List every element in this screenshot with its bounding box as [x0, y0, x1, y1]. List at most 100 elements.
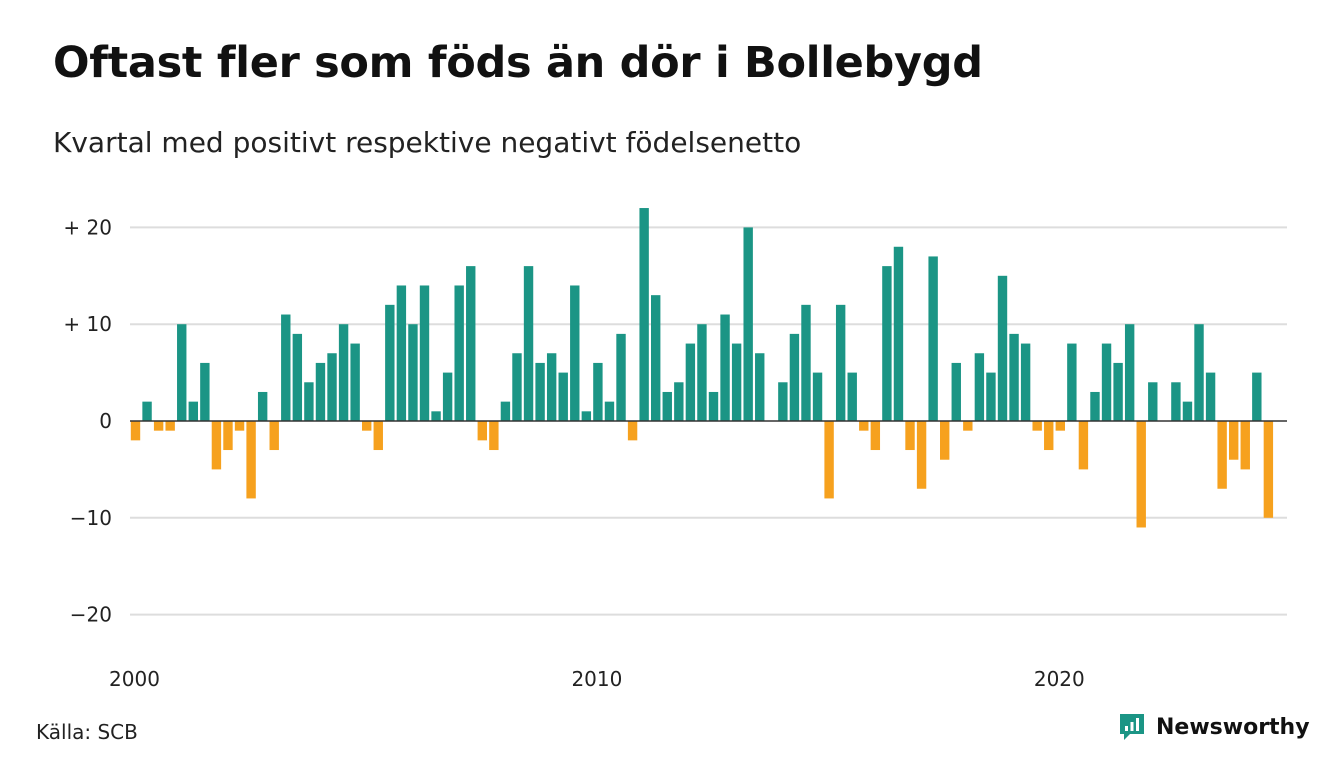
bar-2017-q2 — [928, 256, 938, 421]
bar-2009-q1 — [546, 353, 557, 421]
bar-2007-q3 — [477, 421, 487, 441]
chart-title: Oftast fler som föds än dör i Bollebygd — [53, 38, 983, 88]
bar-2002-q1 — [223, 421, 233, 451]
bar-2003-q4 — [304, 382, 314, 421]
bar-2002-q2 — [234, 421, 245, 431]
bar-2020-q2 — [1067, 343, 1077, 421]
y-tick-label: 0 — [99, 409, 112, 433]
bar-2024-q1 — [1240, 421, 1250, 470]
bar-2003-q1 — [269, 421, 279, 451]
chart-subtitle: Kvartal med positivt respektive negativt… — [53, 126, 802, 159]
bar-2003-q3 — [292, 333, 303, 421]
bar-2015-q1 — [824, 421, 834, 499]
bar-2024-q2 — [1252, 372, 1262, 421]
bar-2011-q1 — [639, 208, 649, 421]
bar-2011-q4 — [674, 382, 684, 421]
bar-2012-q4 — [720, 314, 730, 421]
bar-2014-q4 — [812, 372, 823, 421]
newsworthy-logo-icon — [1120, 714, 1144, 740]
bar-2013-q2 — [743, 227, 753, 421]
brand-logo[interactable]: Newsworthy — [1118, 712, 1310, 742]
bar-2002-q3 — [246, 421, 256, 499]
bar-2023-q4 — [1229, 421, 1239, 460]
y-tick-label: + 10 — [63, 312, 112, 336]
source-credit: Källa: SCB — [36, 720, 138, 744]
grid-lines — [130, 226, 1287, 616]
bar-chart: + 20 + 10 0 −10 −20 2000 2010 2020 — [63, 208, 1287, 691]
bar-2006-q4 — [442, 372, 453, 421]
bar-2021-q2 — [1113, 362, 1123, 421]
bar-2018-q4 — [997, 275, 1008, 421]
bar-2001-q2 — [188, 401, 198, 421]
bar-2004-q2 — [327, 353, 337, 421]
axes: + 20 + 10 0 −10 −20 2000 2010 2020 — [63, 215, 1287, 691]
bar-2012-q1 — [685, 343, 696, 421]
x-tick-label: 2010 — [571, 667, 622, 691]
bar-2013-q1 — [731, 343, 742, 421]
bar-2015-q4 — [859, 421, 869, 431]
bar-2016-q4 — [905, 421, 915, 451]
bar-2014-q3 — [801, 304, 811, 421]
x-tick-label: 2020 — [1034, 667, 1085, 691]
bar-2017-q3 — [940, 421, 950, 460]
bar-2013-q3 — [755, 353, 765, 421]
bar-2009-q4 — [581, 411, 592, 421]
bar-2008-q3 — [523, 266, 534, 421]
bar-2017-q1 — [916, 421, 927, 489]
bar-2008-q2 — [512, 353, 522, 421]
bar-2022-q4 — [1182, 401, 1193, 421]
bar-2004-q3 — [338, 324, 349, 421]
bar-2018-q3 — [986, 372, 996, 421]
bar-2016-q2 — [882, 266, 892, 421]
bar-2015-q3 — [847, 372, 857, 421]
bar-2018-q2 — [974, 353, 985, 421]
bar-2000-q1 — [130, 421, 141, 441]
bar-2001-q1 — [177, 324, 187, 421]
bar-2010-q4 — [627, 421, 638, 441]
bar-2009-q2 — [558, 372, 568, 421]
bar-2016-q1 — [870, 421, 881, 451]
bar-2022-q3 — [1171, 382, 1181, 421]
y-tick-label: −20 — [70, 603, 112, 627]
bar-2000-q4 — [165, 421, 175, 431]
bar-2021-q1 — [1101, 343, 1112, 421]
bar-2021-q4 — [1136, 421, 1146, 528]
bar-2004-q4 — [350, 343, 360, 421]
bar-2019-q3 — [1032, 421, 1042, 431]
bar-2005-q4 — [396, 285, 407, 421]
bar-2001-q4 — [211, 421, 222, 470]
brand-name: Newsworthy — [1156, 714, 1310, 740]
x-tick-label: 2000 — [109, 667, 160, 691]
bar-2020-q4 — [1090, 391, 1100, 421]
bar-2021-q3 — [1124, 324, 1135, 421]
bar-2007-q1 — [454, 285, 464, 421]
bar-2000-q2 — [142, 401, 152, 421]
bar-2019-q2 — [1020, 343, 1031, 421]
bar-2005-q2 — [373, 421, 383, 451]
bar-2010-q2 — [604, 401, 615, 421]
bar-2023-q1 — [1194, 324, 1204, 421]
bar-2011-q2 — [651, 295, 661, 421]
bar-2001-q3 — [200, 362, 210, 421]
bar-2019-q4 — [1044, 421, 1054, 451]
bar-2016-q3 — [893, 246, 904, 421]
bar-2020-q1 — [1055, 421, 1065, 431]
bar-2023-q3 — [1217, 421, 1227, 489]
bar-2008-q1 — [500, 401, 511, 421]
bar-2015-q2 — [835, 304, 846, 421]
y-tick-label: + 20 — [63, 215, 112, 239]
bar-2011-q3 — [662, 391, 672, 421]
bar-2022-q1 — [1148, 382, 1158, 421]
bar-2002-q4 — [257, 391, 268, 421]
bar-2007-q4 — [489, 421, 499, 451]
bar-2006-q1 — [408, 324, 418, 421]
y-tick-label: −10 — [70, 506, 112, 530]
bar-2006-q2 — [419, 285, 430, 421]
bar-2014-q1 — [778, 382, 788, 421]
bar-2005-q1 — [362, 421, 372, 431]
bar-2009-q3 — [570, 285, 580, 421]
bar-2020-q3 — [1078, 421, 1089, 470]
bar-2012-q3 — [708, 391, 719, 421]
bar-2014-q2 — [789, 333, 800, 421]
bar-2018-q1 — [963, 421, 973, 431]
